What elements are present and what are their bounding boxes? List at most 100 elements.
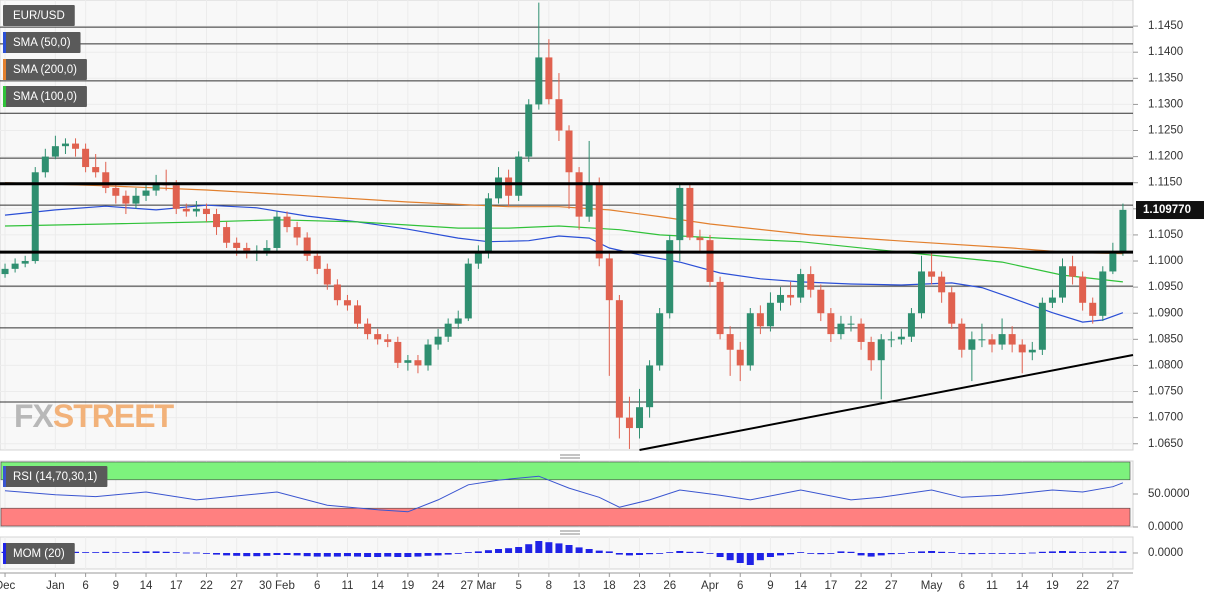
candle-body	[484, 198, 492, 254]
candle-body	[1109, 253, 1117, 272]
candle-body	[495, 177, 503, 199]
mom-bar	[706, 553, 714, 554]
mom-bar	[636, 553, 644, 555]
mom-bar	[575, 547, 583, 553]
candle-body	[182, 208, 190, 212]
x-tick-label: Dec	[0, 580, 16, 592]
candle-body	[777, 294, 785, 303]
candle-body	[424, 344, 432, 366]
legend-label: SMA (50,0)	[13, 37, 71, 49]
candle-body	[142, 190, 150, 196]
x-tick-label: 11	[986, 580, 998, 592]
last-price-label: 1.109770	[1143, 204, 1191, 216]
candle-body	[595, 182, 603, 259]
mom-bar	[535, 541, 543, 553]
legend-box	[3, 5, 75, 26]
y-tick-label: 0.0000	[1148, 521, 1183, 533]
candle-body	[928, 271, 936, 277]
y-tick-label: 1.1050	[1148, 229, 1183, 241]
mom-bar	[424, 553, 432, 556]
mom-bar	[736, 553, 744, 563]
candle-body	[384, 339, 392, 342]
mom-bar	[545, 542, 553, 553]
mom-bar	[605, 551, 613, 553]
mom-bar	[746, 553, 754, 565]
mom-bar	[1089, 551, 1097, 553]
y-tick-label: 1.1350	[1148, 72, 1183, 84]
candle-body	[1089, 302, 1097, 316]
candle-body	[444, 323, 452, 337]
x-tick-label: 14	[794, 580, 807, 592]
candle-body	[303, 237, 311, 256]
y-tick-label: 1.1450	[1148, 20, 1183, 32]
sma-line	[4, 219, 1123, 283]
candle-body	[343, 300, 351, 306]
mom-bar	[182, 552, 190, 554]
mom-bar	[857, 553, 865, 556]
legend-swatch	[3, 86, 6, 107]
candle-body	[807, 274, 815, 290]
candle-body	[273, 216, 281, 248]
candle-body	[988, 339, 996, 345]
candle-body	[918, 271, 926, 314]
y-tick-label: 1.0900	[1148, 307, 1183, 319]
legend-swatch	[3, 32, 6, 53]
y-tick-label: 1.0700	[1148, 412, 1183, 424]
candle-body	[172, 185, 180, 209]
candle-body	[746, 313, 754, 366]
y-tick-label: 1.1250	[1148, 125, 1183, 137]
mom-bar	[273, 553, 281, 555]
mom-bar	[998, 553, 1006, 554]
candle-body	[565, 130, 573, 173]
x-tick-label: 5	[515, 580, 521, 592]
mom-bar	[686, 551, 694, 553]
candle-body	[716, 281, 724, 335]
mom-bar	[958, 553, 966, 554]
mom-bar	[515, 547, 523, 553]
legend-label: RSI (14,70,30,1)	[13, 471, 98, 483]
candle-body	[1038, 302, 1046, 350]
candle-body	[837, 323, 845, 335]
sma-line	[4, 182, 1123, 255]
candle-body	[646, 365, 654, 408]
candle-body	[61, 143, 69, 147]
legend-swatch	[3, 59, 6, 80]
mom-bar	[313, 553, 321, 557]
candle-body	[72, 143, 80, 149]
candle-body	[736, 349, 744, 366]
mom-bar	[213, 553, 221, 555]
candle-body	[666, 240, 674, 314]
x-tick-label: Jan	[46, 580, 65, 592]
x-tick-label: 14	[1016, 580, 1029, 592]
y-tick-label: 1.1300	[1148, 98, 1183, 110]
y-tick-label: 1.0950	[1148, 281, 1183, 293]
watermark: FXSTREET	[14, 398, 175, 434]
x-tick-label: 19	[1046, 580, 1059, 592]
last-price-box	[1136, 201, 1204, 220]
mom-bar	[253, 553, 261, 557]
mom-bar	[333, 553, 341, 557]
candle-body	[354, 305, 362, 324]
mom-bar	[505, 548, 513, 553]
mom-bar	[766, 553, 774, 557]
mom-bar	[374, 553, 382, 557]
candle-body	[555, 99, 563, 131]
mom-bar	[968, 553, 976, 555]
candle-body	[978, 339, 986, 341]
mom-bar	[938, 551, 946, 553]
mom-bar	[666, 552, 674, 553]
mom-bar	[1119, 551, 1127, 553]
legend-swatch	[3, 543, 6, 564]
legend-label: EUR/USD	[13, 10, 65, 22]
mom-bar	[303, 553, 311, 557]
candle-body	[202, 208, 210, 215]
candle-body	[857, 323, 865, 342]
watermark-street: STREET	[53, 398, 175, 434]
candle-body	[1028, 349, 1036, 353]
mom-bar	[867, 553, 875, 557]
mom-bar	[837, 551, 845, 553]
candle-body	[625, 417, 633, 429]
candle-body	[817, 289, 825, 314]
candle-body	[847, 323, 855, 325]
y-tick-label: 1.0800	[1148, 359, 1183, 371]
